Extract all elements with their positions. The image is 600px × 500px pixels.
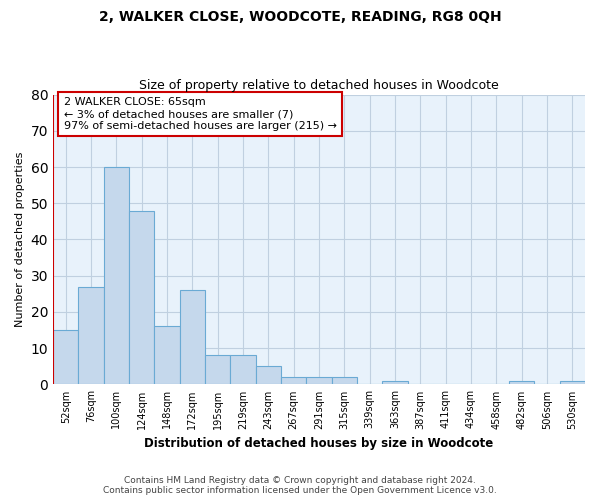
Y-axis label: Number of detached properties: Number of detached properties xyxy=(15,152,25,327)
Bar xyxy=(53,330,79,384)
Bar xyxy=(205,356,230,384)
X-axis label: Distribution of detached houses by size in Woodcote: Distribution of detached houses by size … xyxy=(145,437,494,450)
Bar xyxy=(382,381,407,384)
Bar xyxy=(281,377,307,384)
Bar xyxy=(154,326,179,384)
Text: Contains HM Land Registry data © Crown copyright and database right 2024.
Contai: Contains HM Land Registry data © Crown c… xyxy=(103,476,497,495)
Bar xyxy=(307,377,332,384)
Title: Size of property relative to detached houses in Woodcote: Size of property relative to detached ho… xyxy=(139,79,499,92)
Bar xyxy=(560,381,585,384)
Text: 2 WALKER CLOSE: 65sqm
← 3% of detached houses are smaller (7)
97% of semi-detach: 2 WALKER CLOSE: 65sqm ← 3% of detached h… xyxy=(64,98,337,130)
Bar xyxy=(104,167,129,384)
Text: 2, WALKER CLOSE, WOODCOTE, READING, RG8 0QH: 2, WALKER CLOSE, WOODCOTE, READING, RG8 … xyxy=(98,10,502,24)
Bar xyxy=(256,366,281,384)
Bar xyxy=(332,377,357,384)
Bar xyxy=(230,356,256,384)
Bar xyxy=(129,210,154,384)
Bar xyxy=(179,290,205,384)
Bar xyxy=(509,381,535,384)
Bar xyxy=(79,286,104,384)
